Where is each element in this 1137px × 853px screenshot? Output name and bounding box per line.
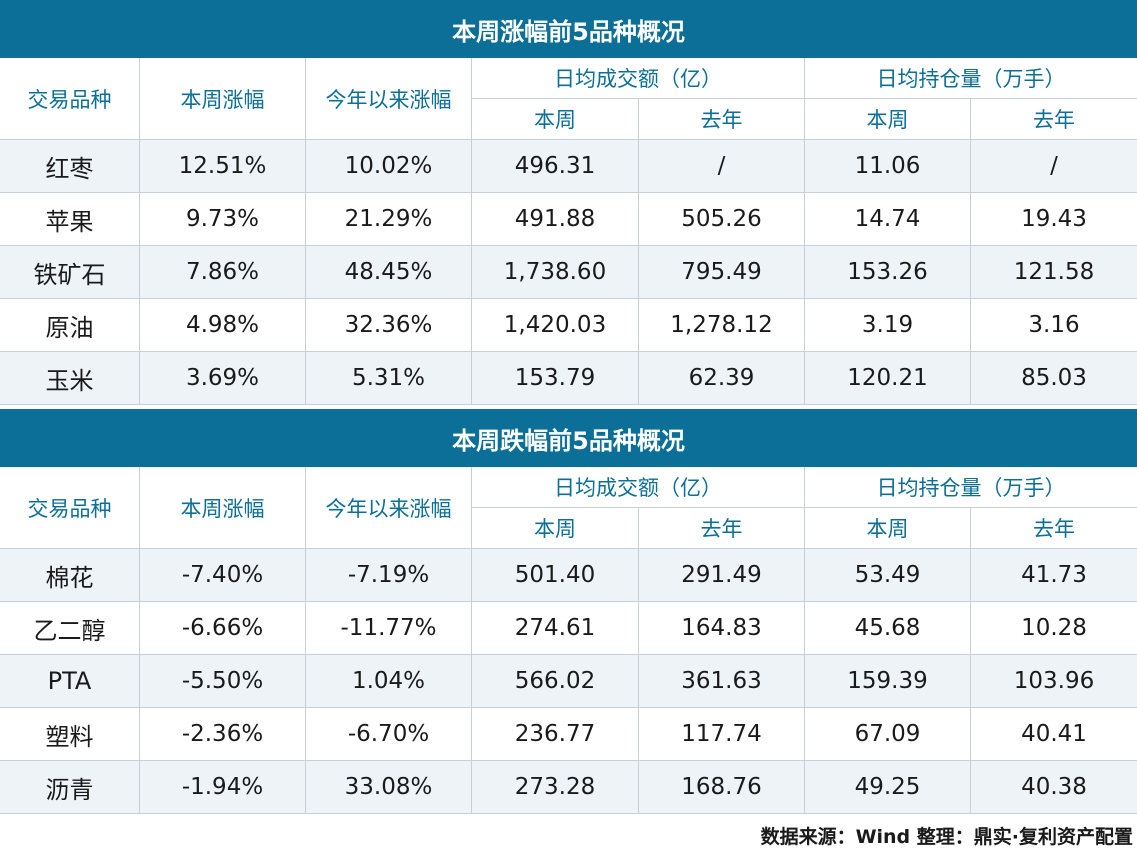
oi-this-week-cell: 49.25 [805, 761, 971, 814]
oi-last-year-cell: 121.58 [971, 246, 1137, 299]
turnover-last-year-cell: 505.26 [639, 193, 805, 246]
week-change-cell: 3.69% [140, 352, 306, 405]
turnover-last-year-cell: 62.39 [639, 352, 805, 405]
variety-cell: 铁矿石 [0, 246, 140, 299]
variety-cell: 棉花 [0, 549, 140, 602]
header-oi-last-year: 去年 [971, 99, 1137, 140]
week-change-cell: -5.50% [140, 655, 306, 708]
turnover-this-week-cell: 491.88 [472, 193, 639, 246]
week-change-cell: -2.36% [140, 708, 306, 761]
header-oi-this-week: 本周 [805, 508, 971, 549]
turnover-this-week-cell: 273.28 [472, 761, 639, 814]
header-oi-last-year: 去年 [971, 508, 1137, 549]
variety-cell: 苹果 [0, 193, 140, 246]
ytd-change-cell: 33.08% [306, 761, 472, 814]
header-open-interest: 日均持仓量（万手） [805, 467, 1137, 508]
oi-this-week-cell: 159.39 [805, 655, 971, 708]
oi-this-week-cell: 120.21 [805, 352, 971, 405]
week-change-cell: 12.51% [140, 140, 306, 193]
turnover-this-week-cell: 153.79 [472, 352, 639, 405]
turnover-last-year-cell: 795.49 [639, 246, 805, 299]
oi-last-year-cell: 19.43 [971, 193, 1137, 246]
ytd-change-cell: -6.70% [306, 708, 472, 761]
ytd-change-cell: 1.04% [306, 655, 472, 708]
header-variety: 交易品种 [0, 58, 140, 140]
header-oi-this-week: 本周 [805, 99, 971, 140]
turnover-this-week-cell: 501.40 [472, 549, 639, 602]
turnover-this-week-cell: 274.61 [472, 602, 639, 655]
header-turnover: 日均成交额（亿） [472, 58, 805, 99]
variety-cell: 红枣 [0, 140, 140, 193]
turnover-this-week-cell: 1,738.60 [472, 246, 639, 299]
oi-this-week-cell: 67.09 [805, 708, 971, 761]
header-week-change: 本周涨幅 [140, 467, 306, 549]
gainers-table-title: 本周涨幅前5品种概况 [0, 0, 1137, 58]
turnover-last-year-cell: 291.49 [639, 549, 805, 602]
turnover-this-week-cell: 496.31 [472, 140, 639, 193]
turnover-this-week-cell: 566.02 [472, 655, 639, 708]
oi-this-week-cell: 53.49 [805, 549, 971, 602]
oi-last-year-cell: 103.96 [971, 655, 1137, 708]
week-change-cell: -7.40% [140, 549, 306, 602]
header-variety: 交易品种 [0, 467, 140, 549]
header-turnover-this-week: 本周 [472, 508, 639, 549]
turnover-last-year-cell: 1,278.12 [639, 299, 805, 352]
oi-last-year-cell: 41.73 [971, 549, 1137, 602]
oi-last-year-cell: 85.03 [971, 352, 1137, 405]
header-week-change: 本周涨幅 [140, 58, 306, 140]
week-change-cell: -1.94% [140, 761, 306, 814]
oi-this-week-cell: 3.19 [805, 299, 971, 352]
turnover-last-year-cell: / [639, 140, 805, 193]
header-turnover-this-week: 本周 [472, 99, 639, 140]
oi-last-year-cell: / [971, 140, 1137, 193]
ytd-change-cell: 5.31% [306, 352, 472, 405]
header-open-interest: 日均持仓量（万手） [805, 58, 1137, 99]
ytd-change-cell: -7.19% [306, 549, 472, 602]
turnover-this-week-cell: 236.77 [472, 708, 639, 761]
oi-last-year-cell: 40.38 [971, 761, 1137, 814]
oi-last-year-cell: 10.28 [971, 602, 1137, 655]
variety-cell: PTA [0, 655, 140, 708]
oi-this-week-cell: 153.26 [805, 246, 971, 299]
header-ytd-change: 今年以来涨幅 [306, 467, 472, 549]
header-turnover-last-year: 去年 [639, 508, 805, 549]
source-footer: 数据来源：Wind 整理：鼎实·复利资产配置 [0, 818, 1137, 853]
oi-last-year-cell: 40.41 [971, 708, 1137, 761]
header-turnover: 日均成交额（亿） [472, 467, 805, 508]
week-change-cell: 9.73% [140, 193, 306, 246]
ytd-change-cell: 21.29% [306, 193, 472, 246]
turnover-last-year-cell: 168.76 [639, 761, 805, 814]
turnover-last-year-cell: 117.74 [639, 708, 805, 761]
week-change-cell: -6.66% [140, 602, 306, 655]
gainers-table: 交易品种 本周涨幅 今年以来涨幅 日均成交额（亿） 日均持仓量（万手） 本周 去… [0, 58, 1137, 405]
ytd-change-cell: 32.36% [306, 299, 472, 352]
ytd-change-cell: 48.45% [306, 246, 472, 299]
ytd-change-cell: 10.02% [306, 140, 472, 193]
turnover-last-year-cell: 361.63 [639, 655, 805, 708]
header-turnover-last-year: 去年 [639, 99, 805, 140]
oi-this-week-cell: 11.06 [805, 140, 971, 193]
header-ytd-change: 今年以来涨幅 [306, 58, 472, 140]
variety-cell: 沥青 [0, 761, 140, 814]
oi-this-week-cell: 14.74 [805, 193, 971, 246]
variety-cell: 原油 [0, 299, 140, 352]
turnover-last-year-cell: 164.83 [639, 602, 805, 655]
week-change-cell: 7.86% [140, 246, 306, 299]
ytd-change-cell: -11.77% [306, 602, 472, 655]
variety-cell: 玉米 [0, 352, 140, 405]
variety-cell: 乙二醇 [0, 602, 140, 655]
losers-table: 交易品种 本周涨幅 今年以来涨幅 日均成交额（亿） 日均持仓量（万手） 本周 去… [0, 467, 1137, 814]
oi-this-week-cell: 45.68 [805, 602, 971, 655]
turnover-this-week-cell: 1,420.03 [472, 299, 639, 352]
losers-table-title: 本周跌幅前5品种概况 [0, 409, 1137, 467]
oi-last-year-cell: 3.16 [971, 299, 1137, 352]
variety-cell: 塑料 [0, 708, 140, 761]
week-change-cell: 4.98% [140, 299, 306, 352]
